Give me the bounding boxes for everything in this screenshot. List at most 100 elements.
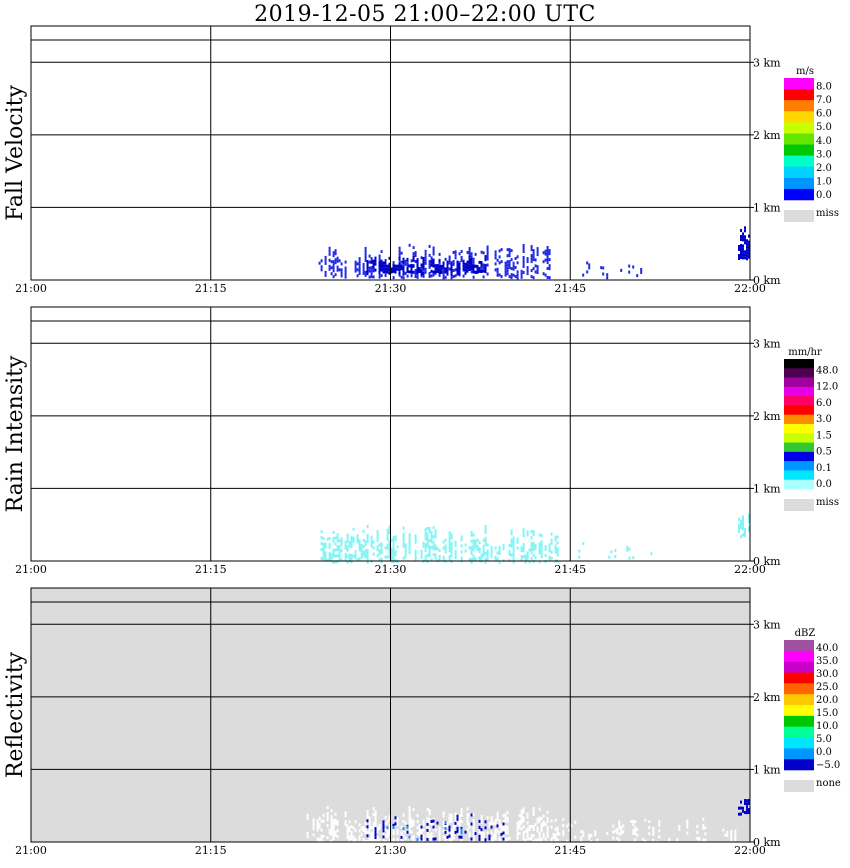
echo-cell (388, 525, 391, 529)
echo-cell (470, 813, 473, 817)
echo-cell (380, 268, 383, 272)
echo-cell (474, 270, 477, 274)
echo-cell (326, 537, 329, 541)
echo-cell (410, 830, 413, 834)
echo-cell (332, 819, 335, 822)
echo-cell (430, 274, 433, 278)
echo-cell (428, 833, 431, 837)
echo-cell (492, 836, 495, 840)
legend-unit: mm/hr (788, 347, 822, 358)
echo-cell (350, 542, 353, 546)
echo-cell (334, 536, 337, 540)
echo-cell (454, 818, 457, 822)
echo-cell (526, 266, 529, 270)
echo-cell (522, 247, 525, 250)
echo-cell (358, 835, 361, 839)
echo-cell (332, 560, 335, 564)
echo-cell (356, 268, 359, 272)
echo-cell (334, 273, 337, 277)
y-tick-label: 0 km (753, 555, 781, 568)
echo-cell (450, 545, 453, 549)
echo-cell (438, 549, 441, 553)
echo-cell (448, 546, 451, 550)
y-tick-label: 0 km (753, 274, 781, 287)
echo-cell (350, 560, 353, 564)
echo-cell (426, 535, 429, 539)
echo-cell (364, 822, 367, 825)
echo-cell (482, 553, 485, 557)
echo-cell (378, 543, 381, 547)
echo-cell (350, 557, 353, 561)
legend-swatch (784, 166, 814, 179)
echo-cell (434, 535, 437, 539)
echo-cell (364, 549, 367, 553)
echo-cell (506, 816, 509, 820)
echo-cell (366, 551, 369, 555)
echo-cell (324, 545, 327, 549)
echo-cell (408, 551, 411, 555)
echo-cell (428, 530, 431, 533)
echo-cell (524, 838, 527, 842)
echo-cell (530, 257, 533, 261)
x-tick-label: 21:15 (195, 282, 227, 295)
echo-cell (330, 266, 333, 270)
echo-cell (368, 825, 371, 829)
echo-cell (494, 253, 497, 257)
echo-cell (480, 841, 483, 845)
echo-cell (742, 256, 744, 260)
echo-cell (534, 544, 537, 548)
echo-cell (540, 549, 543, 553)
echo-cell (554, 544, 557, 548)
echo-cell (388, 256, 391, 260)
echo-cell (668, 837, 671, 841)
echo-cell (406, 257, 409, 261)
echo-cell (372, 262, 375, 266)
echo-cell (742, 250, 744, 254)
legend-swatch (784, 177, 814, 190)
echo-cell (746, 245, 748, 249)
echo-cell (432, 264, 435, 268)
echo-cell (352, 835, 355, 839)
echo-cell (476, 538, 479, 542)
echo-cell (438, 829, 441, 833)
echo-cell (450, 831, 453, 835)
echo-cell (450, 828, 453, 832)
echo-cell (360, 555, 363, 559)
echo-cell (492, 821, 495, 825)
echo-cell (382, 261, 385, 265)
legend-label: 0.5 (816, 447, 832, 458)
echo-cell (484, 560, 487, 564)
echo-cell (312, 821, 315, 825)
echo-cell (444, 257, 447, 261)
echo-cell (464, 549, 467, 553)
echo-cell (446, 835, 449, 839)
echo-region (578, 542, 653, 560)
echo-cell (388, 271, 391, 275)
echo-cell (388, 540, 391, 544)
echo-cell (452, 263, 455, 266)
echo-cell (340, 540, 343, 544)
echo-cell (740, 535, 742, 539)
echo-cell (390, 270, 393, 274)
echo-cell (484, 838, 487, 842)
echo-cell (330, 830, 333, 834)
echo-cell (488, 825, 491, 829)
echo-cell (420, 263, 423, 267)
legend-label: 0.0 (816, 747, 832, 758)
echo-cell (424, 543, 427, 547)
echo-cell (334, 833, 337, 837)
echo-cell (432, 270, 435, 274)
echo-cell (424, 549, 427, 553)
echo-cell (746, 805, 748, 809)
echo-cell (320, 259, 323, 263)
echo-cell (536, 826, 539, 830)
echo-cell (344, 552, 347, 556)
echo-cell (478, 825, 481, 829)
echo-cell (514, 266, 517, 269)
echo-cell (522, 262, 525, 265)
echo-cell (526, 269, 529, 273)
y-tick-label: 3 km (753, 337, 781, 350)
echo-cell (356, 540, 359, 544)
echo-cell (388, 830, 391, 834)
echo-cell (412, 264, 415, 268)
